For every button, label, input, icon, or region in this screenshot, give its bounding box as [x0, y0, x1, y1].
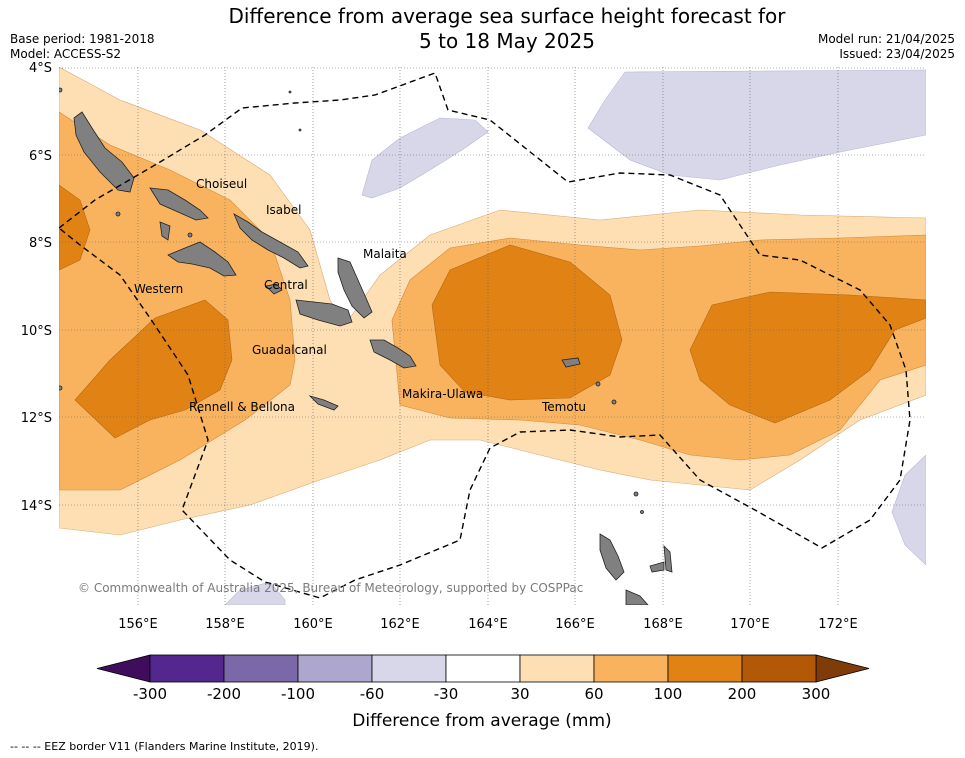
lon-label: 172°E — [818, 617, 858, 632]
contour-neg-30-60-b — [587, 69, 926, 181]
eez-footnote: -- -- -- EEZ border V11 (Flanders Marine… — [10, 740, 319, 753]
map-title: Difference from average sea surface heig… — [0, 4, 965, 54]
contour-neg-30-60-d — [224, 581, 286, 605]
colorbar-swatch — [371, 654, 447, 683]
map-area: Choiseul Isabel Malaita Western Central … — [59, 67, 926, 605]
island-guadalcanal — [295, 299, 353, 327]
island-vanuatu-east — [663, 544, 673, 573]
lat-label: 8°S — [29, 236, 52, 251]
lat-label: 4°S — [29, 61, 52, 76]
island-vanuatu-small — [649, 561, 665, 573]
province-rennell-bellona: Rennell & Bellona — [189, 400, 295, 414]
island-new-georgia — [167, 241, 237, 277]
province-guadalcanal: Guadalcanal — [252, 343, 327, 357]
province-malaita: Malaita — [363, 247, 407, 261]
colorbar-swatch — [667, 654, 743, 683]
colorbar-swatch — [149, 654, 225, 683]
lon-label: 158°E — [205, 617, 245, 632]
colorbar-tick-label: -100 — [281, 685, 315, 703]
issued-date: Issued: 23/04/2025 — [839, 47, 955, 61]
province-labels: Choiseul Isabel Malaita Western Central … — [134, 177, 586, 414]
gridlines — [59, 67, 926, 605]
copyright-notice: © Commonwealth of Australia 2025, Bureau… — [78, 581, 583, 595]
island-malaita — [337, 257, 373, 319]
lon-label: 168°E — [643, 617, 683, 632]
lon-label: 162°E — [380, 617, 420, 632]
colorbar-tick-label: -60 — [360, 685, 385, 703]
contour-neg-30-60-a — [361, 117, 489, 199]
colorbar-tick-label: -30 — [434, 685, 459, 703]
island-santa-cruz — [561, 357, 581, 368]
colorbar-swatch — [593, 654, 669, 683]
lon-axis-labels: 156°E 158°E 160°E 162°E 164°E 166°E 168°… — [118, 617, 858, 632]
province-temotu: Temotu — [541, 400, 586, 414]
contour-neg-30-60-c — [891, 454, 926, 566]
colorbar-tick-label: -300 — [133, 685, 167, 703]
lon-label: 156°E — [118, 617, 158, 632]
model-run: Model run: 21/04/2025 — [817, 32, 955, 46]
eez-border — [59, 72, 911, 599]
island-vella — [159, 221, 171, 241]
province-western: Western — [134, 282, 183, 296]
island-vanuatu-mid — [625, 589, 649, 605]
lon-label: 164°E — [468, 617, 508, 632]
meta-left: Base period: 1981-2018 Model: ACCESS-S2 — [10, 32, 155, 62]
base-period: Base period: 1981-2018 — [10, 32, 155, 46]
colorbar-swatch — [741, 654, 817, 683]
island-central — [265, 283, 283, 295]
lon-label: 170°E — [730, 617, 770, 632]
colorbar-tick-label: 200 — [728, 685, 757, 703]
island-choiseul — [73, 111, 135, 193]
colorbar: -300 -200 -100 -60 -30 30 60 100 200 300 — [96, 654, 870, 703]
lon-label: 160°E — [293, 617, 333, 632]
colorbar-over-arrow — [815, 654, 870, 683]
lat-label: 6°S — [29, 149, 52, 164]
colorbar-tick-label: 100 — [654, 685, 683, 703]
island-rennell — [308, 395, 339, 411]
colorbar-tick-label: -200 — [207, 685, 241, 703]
contour-100-200 — [59, 184, 926, 439]
province-choiseul: Choiseul — [196, 177, 247, 191]
colorbar-swatch — [519, 654, 595, 683]
colorbar-under-arrow — [96, 654, 151, 683]
colorbar-swatch — [445, 654, 521, 683]
title-line-2: 5 to 18 May 2025 — [419, 29, 595, 53]
colorbar-label: Difference from average (mm) — [352, 711, 611, 731]
lon-label: 166°E — [555, 617, 595, 632]
lat-label: 14°S — [21, 499, 52, 514]
province-central: Central — [264, 278, 308, 292]
island-new-georgia-north — [149, 187, 209, 221]
colorbar-tick-label: 300 — [802, 685, 831, 703]
land-masses — [59, 87, 673, 605]
lat-label: 10°S — [21, 324, 52, 339]
colorbar-swatch — [297, 654, 373, 683]
island-isabel — [233, 213, 309, 269]
island-makira — [369, 339, 417, 369]
lat-axis-labels: 4°S 6°S 8°S 10°S 12°S 14°S — [21, 61, 52, 514]
province-isabel: Isabel — [266, 203, 301, 217]
colorbar-tick-label: 60 — [584, 685, 603, 703]
island-vanuatu-north — [599, 533, 625, 581]
model-name: Model: ACCESS-S2 — [10, 47, 122, 61]
colorbar-tick-label: 30 — [510, 685, 529, 703]
lat-label: 12°S — [21, 411, 52, 426]
province-makira-ulawa: Makira-Ulawa — [402, 387, 483, 401]
colorbar-swatch — [223, 654, 299, 683]
title-line-1: Difference from average sea surface heig… — [228, 4, 786, 28]
meta-right: Model run: 21/04/2025 Issued: 23/04/2025 — [818, 32, 955, 62]
